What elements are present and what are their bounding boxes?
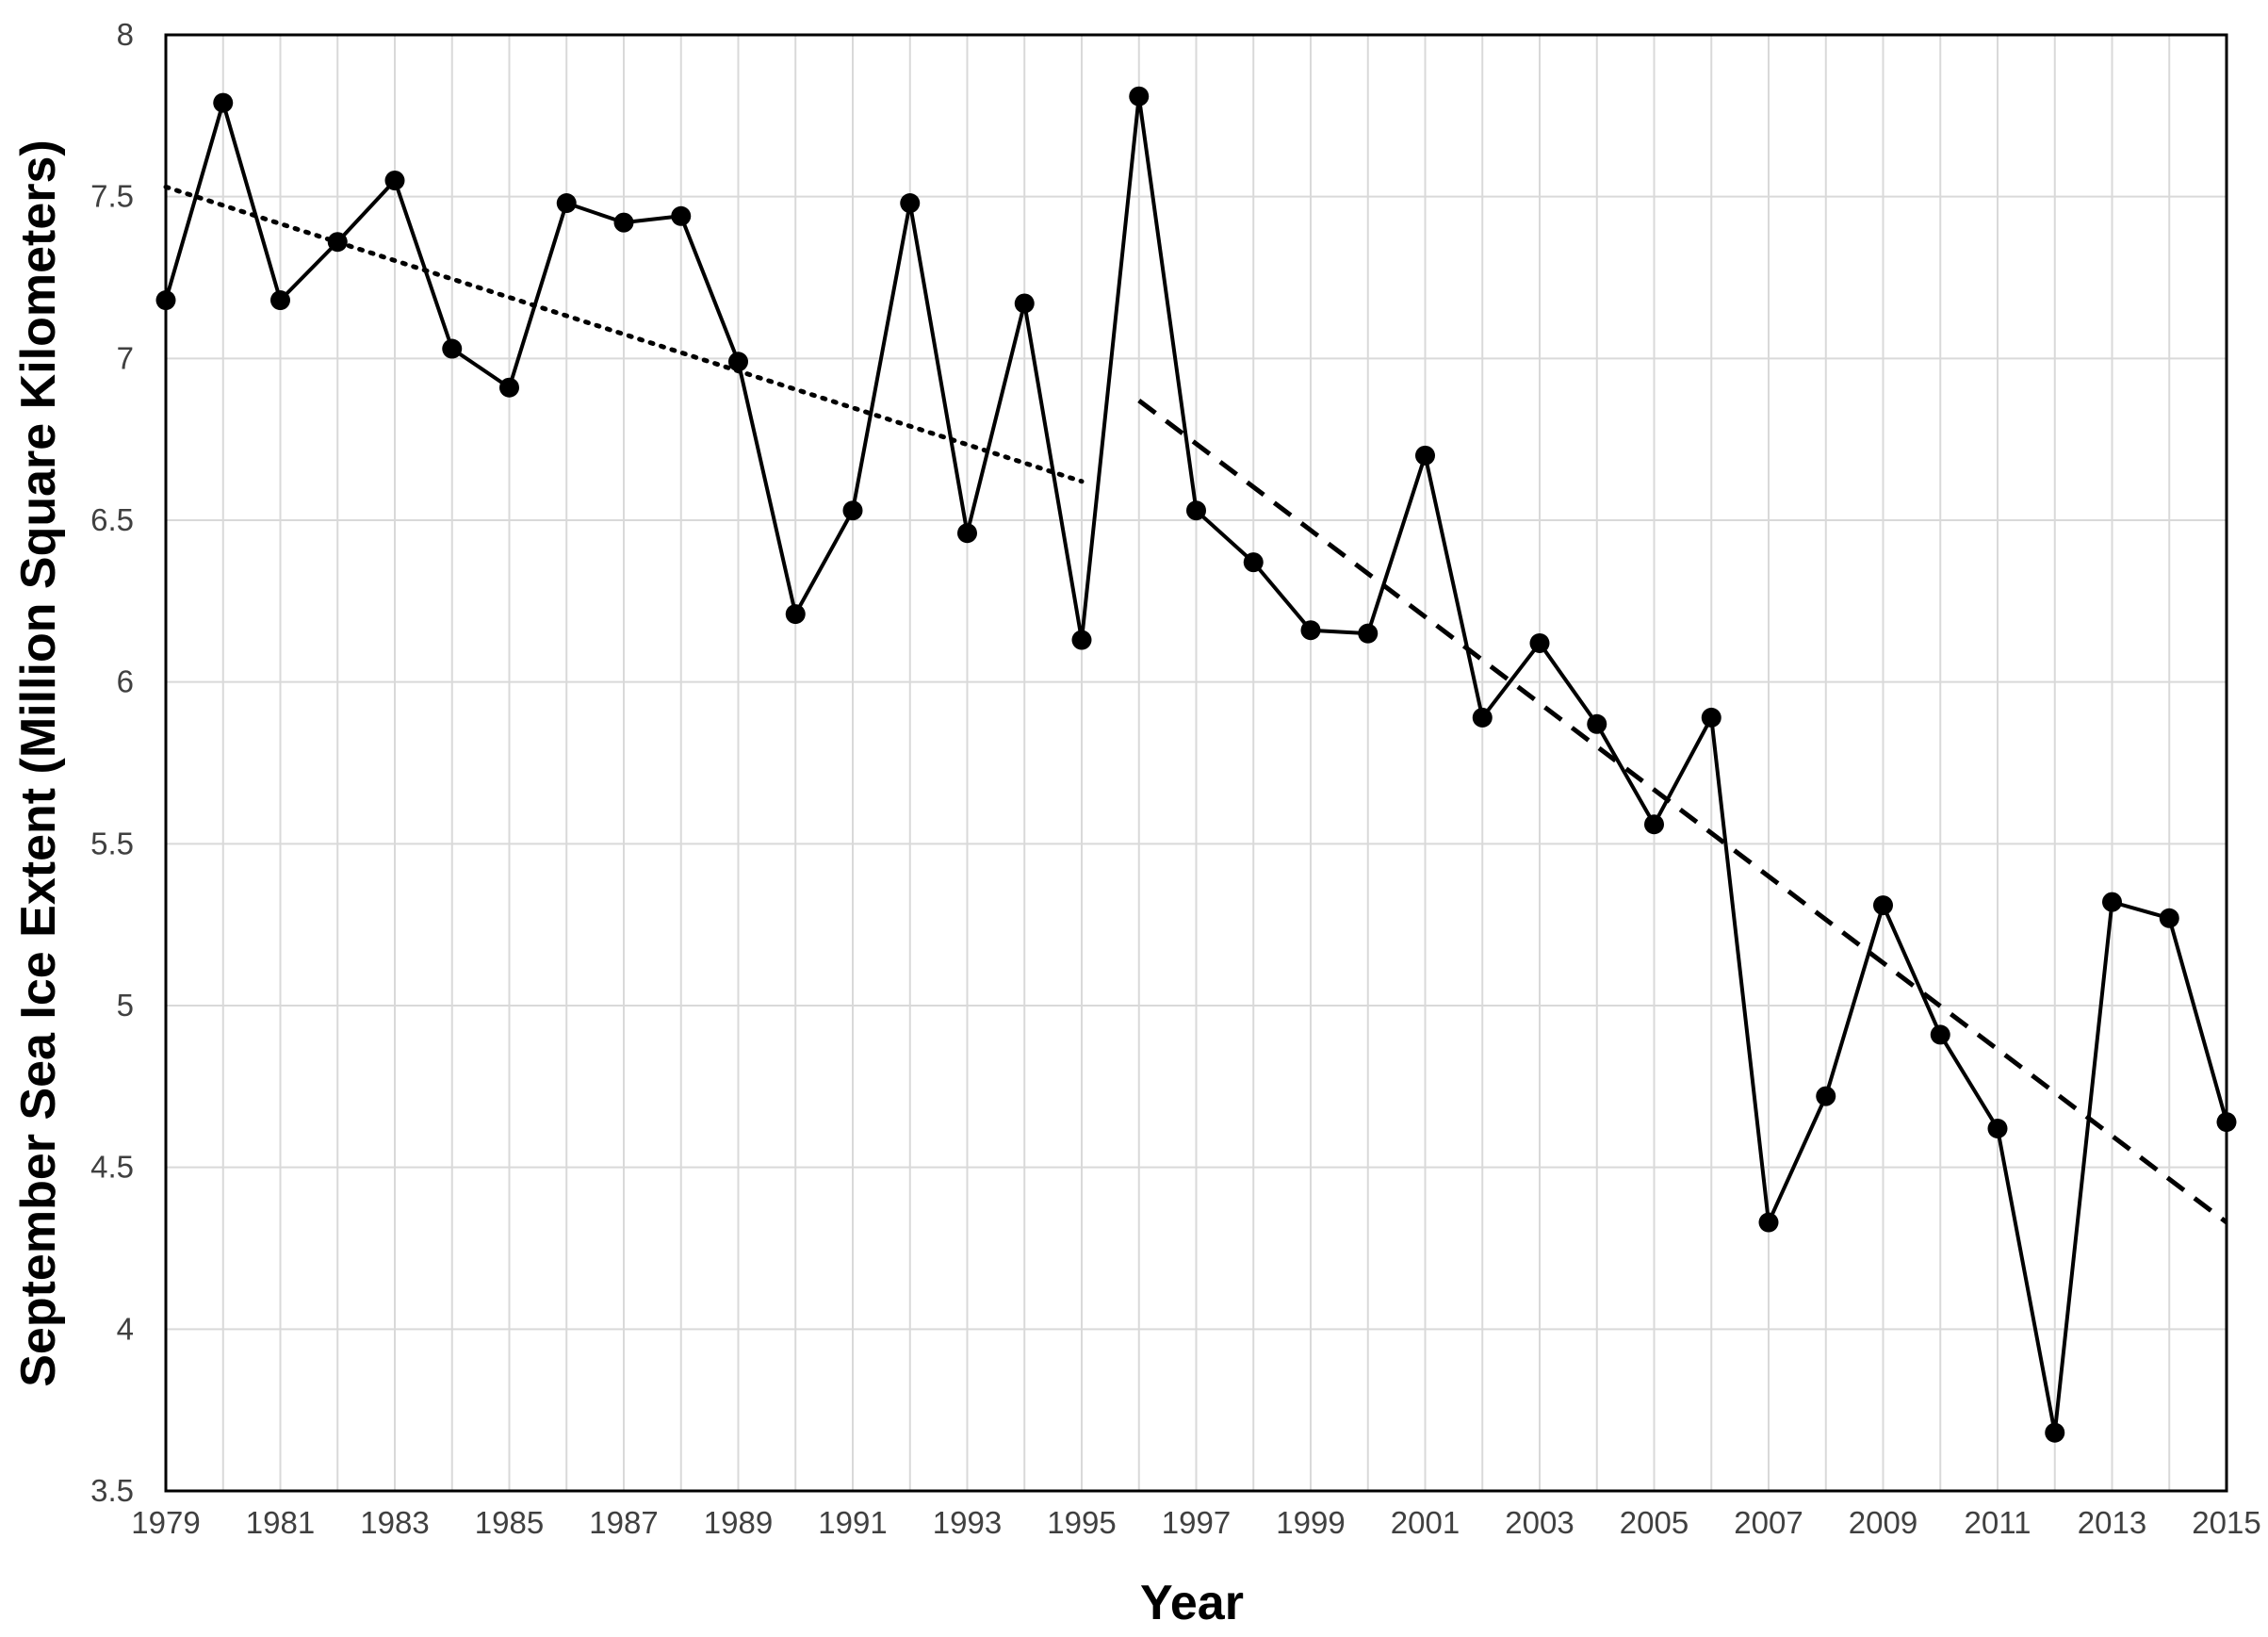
- data-point: [1987, 1118, 2008, 1138]
- x-tick-label: 2015: [2192, 1505, 2260, 1540]
- data-point: [728, 352, 748, 372]
- data-point: [327, 232, 348, 253]
- x-tick-label: 1987: [589, 1505, 658, 1540]
- x-tick-label: 2003: [1505, 1505, 1574, 1540]
- plot-frame: [164, 33, 2228, 1493]
- data-point: [1816, 1086, 1836, 1106]
- data-point: [1758, 1212, 1779, 1233]
- data-point: [1644, 814, 1664, 835]
- data-point: [213, 92, 234, 113]
- data-point: [785, 604, 806, 625]
- x-axis-tick-labels: 1979 1981 1983 1985 1987 1989 1991 1993 1995 1997…: [131, 1505, 2260, 1540]
- data-point: [499, 377, 519, 398]
- x-tick-label: 2009: [1849, 1505, 1917, 1540]
- data-point: [613, 212, 634, 233]
- data-point: [384, 171, 405, 190]
- grid-lines: [165, 34, 2227, 1492]
- data-point: [671, 205, 692, 226]
- data-point: [442, 338, 463, 359]
- x-axis-title: Year: [1140, 1576, 1244, 1630]
- x-tick-label: 1981: [246, 1505, 315, 1540]
- trendlines: [163, 184, 2228, 1225]
- plot-border: [164, 33, 2228, 1493]
- x-tick-label: 2001: [1391, 1505, 1460, 1540]
- data-point: [900, 193, 921, 214]
- x-tick-label: 1993: [933, 1505, 1002, 1540]
- data-point: [1300, 620, 1321, 641]
- data-point: [270, 290, 290, 311]
- x-tick-label: 2005: [1620, 1505, 1689, 1540]
- x-tick-label: 2007: [1734, 1505, 1803, 1540]
- data-point: [1930, 1024, 1950, 1045]
- data-point: [1071, 630, 1092, 650]
- y-axis-title: September Sea Ice Extent (Million Square…: [11, 139, 66, 1387]
- data-point: [1701, 707, 1721, 728]
- y-tick-label: 5: [117, 988, 134, 1023]
- data-point: [1873, 895, 1893, 916]
- x-tick-label: 1979: [131, 1505, 200, 1540]
- y-tick-label: 7.5: [90, 179, 134, 214]
- y-axis-tick-labels: 3.5 4 4.5 5 5.5 6 6.5 7 7.5 8: [90, 17, 134, 1508]
- y-tick-label: 4: [117, 1311, 134, 1346]
- x-tick-label: 1995: [1047, 1505, 1116, 1540]
- trendline-dotted: [163, 184, 1085, 484]
- data-point: [1529, 632, 1550, 653]
- data-point: [957, 523, 977, 544]
- y-tick-label: 6: [117, 664, 134, 699]
- data-point: [2045, 1422, 2065, 1443]
- x-tick-label: 1999: [1276, 1505, 1345, 1540]
- y-tick-label: 3.5: [90, 1473, 134, 1508]
- data-point: [2102, 892, 2122, 912]
- x-tick-label: 2011: [1965, 1505, 2031, 1540]
- y-tick-label: 5.5: [90, 826, 134, 860]
- x-tick-label: 1983: [360, 1505, 429, 1540]
- x-tick-label: 1985: [475, 1505, 544, 1540]
- data-point: [1186, 500, 1206, 521]
- y-tick-label: 4.5: [90, 1150, 134, 1185]
- data-point: [1014, 293, 1035, 314]
- x-tick-label: 1997: [1162, 1505, 1231, 1540]
- data-point: [1129, 86, 1150, 106]
- y-tick-label: 7: [117, 340, 134, 375]
- data-point: [2159, 908, 2179, 928]
- data-point: [1415, 445, 1435, 466]
- x-tick-label: 1991: [818, 1505, 887, 1540]
- data-point: [1472, 707, 1493, 728]
- x-tick-label: 1989: [704, 1505, 773, 1540]
- data-series: [155, 86, 2237, 1443]
- data-point: [1587, 713, 1607, 734]
- x-tick-label: 2013: [2078, 1505, 2146, 1540]
- data-point: [556, 193, 577, 214]
- data-point: [842, 500, 863, 521]
- y-tick-label: 6.5: [90, 502, 134, 537]
- trendline-dashed: [1137, 398, 2228, 1225]
- y-tick-label: 8: [117, 17, 134, 52]
- data-point: [1243, 552, 1264, 573]
- data-point: [1358, 623, 1379, 644]
